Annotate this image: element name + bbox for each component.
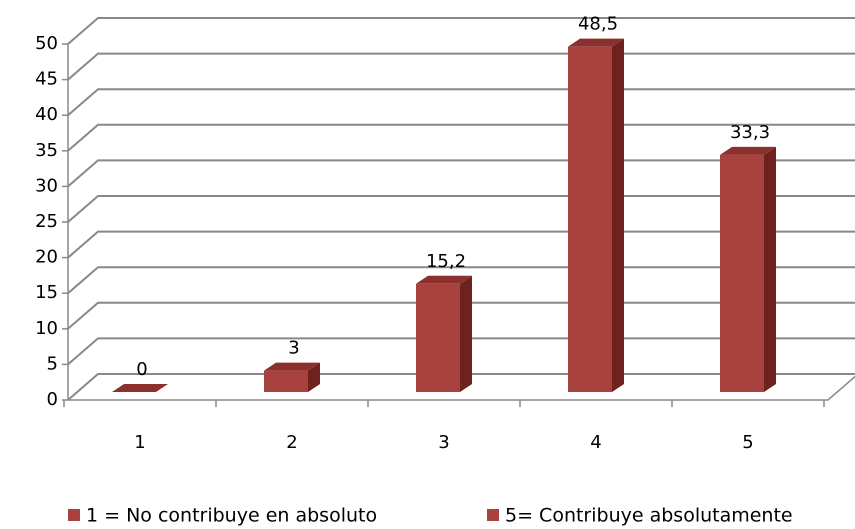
floor: [68, 375, 855, 401]
y-tick-label: 5: [47, 353, 58, 374]
y-tick-label: 25: [35, 211, 58, 232]
bar-side: [308, 362, 320, 392]
bar-side: [764, 146, 776, 392]
grid-line: [67, 17, 855, 45]
legend-label: 5= Contribuye absolutamente: [505, 505, 793, 527]
bar-side: [612, 38, 624, 393]
bar: [264, 370, 308, 392]
legend-swatch: [487, 509, 499, 521]
data-label: 0: [136, 359, 147, 380]
bar-side: [460, 275, 472, 392]
bar: [720, 154, 764, 392]
x-tick-label: 2: [286, 432, 297, 453]
x-tick-label: 3: [438, 432, 449, 453]
bar-top: [264, 362, 320, 371]
legend-swatch: [68, 509, 80, 521]
y-tick-label: 35: [35, 140, 58, 161]
y-tick-label: 0: [47, 389, 58, 410]
x-tick-label: 5: [742, 432, 753, 453]
bar: [568, 46, 612, 393]
x-tick-label: 1: [134, 432, 145, 453]
y-tick-label: 15: [35, 282, 58, 303]
bar-top: [416, 275, 472, 284]
y-tick-label: 40: [35, 104, 58, 125]
data-label: 15,2: [426, 251, 466, 272]
y-tick-label: 30: [35, 175, 58, 196]
y-tick-label: 45: [35, 69, 58, 90]
bar: [416, 283, 460, 392]
x-tick-label: 4: [590, 432, 601, 453]
data-label: 33,3: [730, 122, 770, 143]
y-tick-label: 50: [35, 33, 58, 54]
y-tick-label: 10: [35, 318, 58, 339]
bar-top: [720, 146, 776, 155]
legend-label: 1 = No contribuye en absoluto: [86, 505, 377, 527]
data-label: 48,5: [578, 14, 618, 35]
data-label: 3: [288, 338, 299, 359]
bar-top: [568, 38, 624, 47]
y-tick-label: 20: [35, 247, 58, 268]
grid-line: [67, 88, 855, 116]
bar-top: [112, 384, 168, 392]
grid-line: [67, 52, 855, 81]
